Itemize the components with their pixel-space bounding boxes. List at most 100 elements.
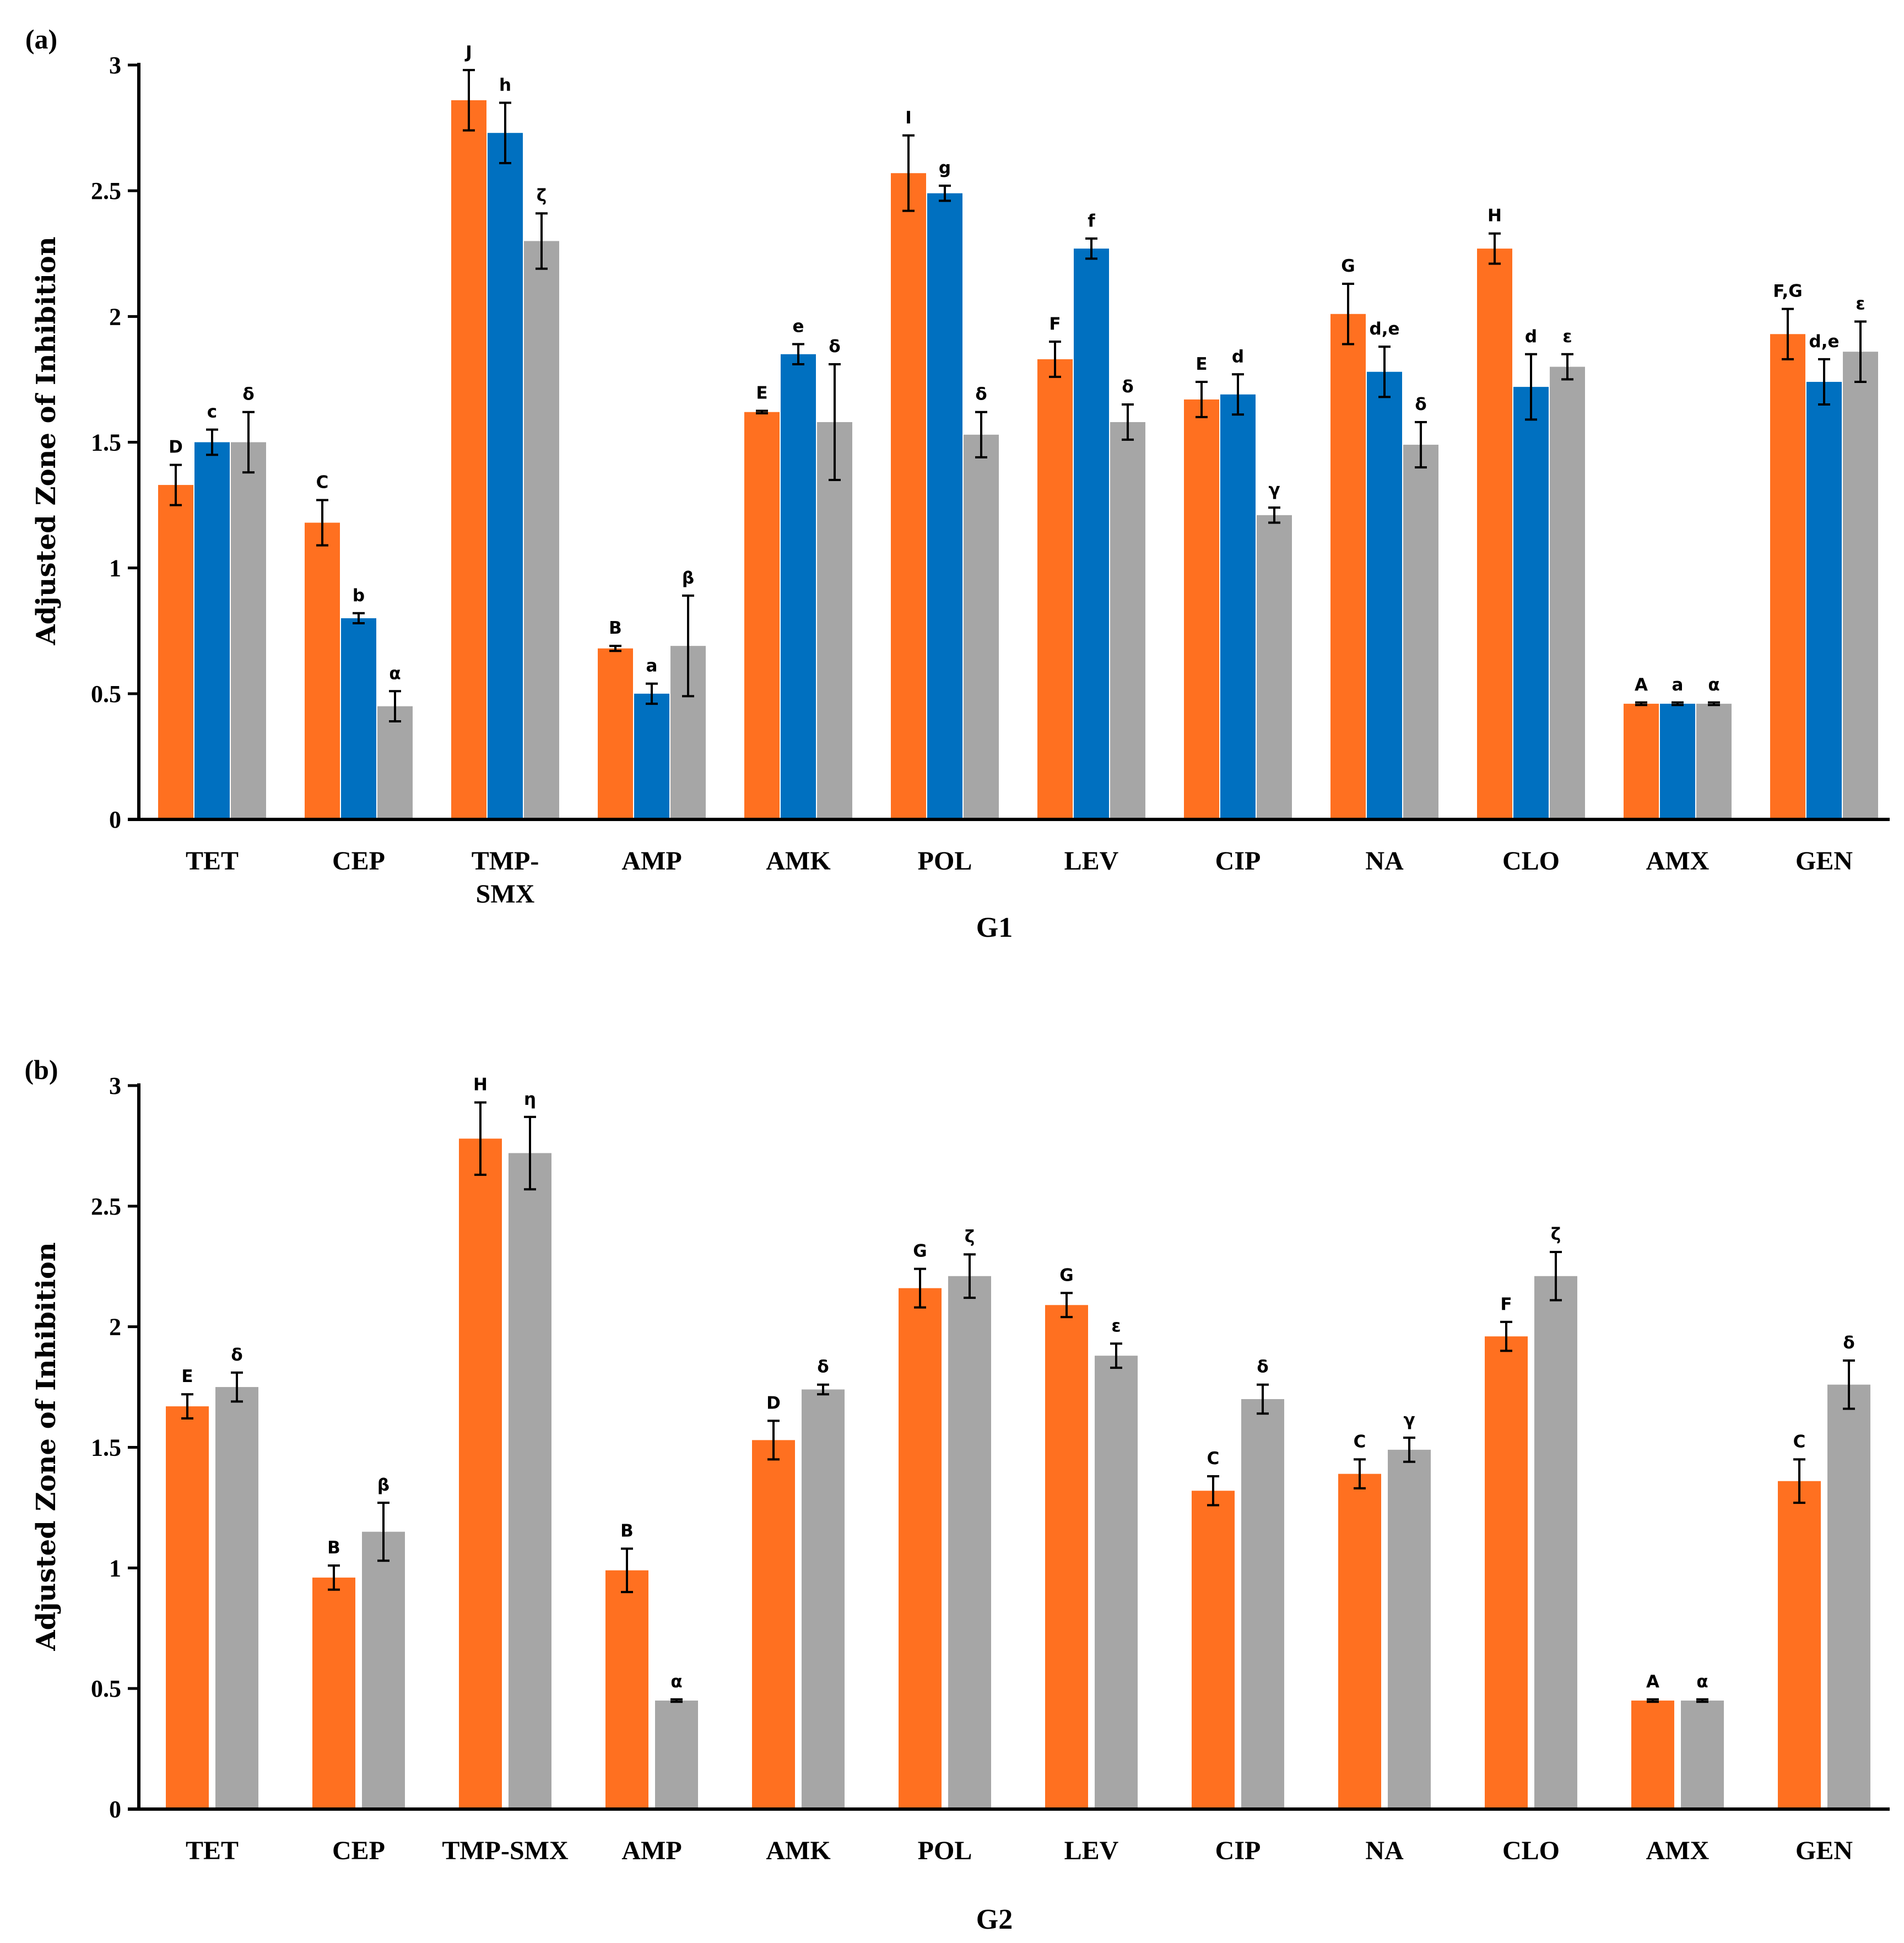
x-category-label: TET (186, 1836, 239, 1865)
significance-label: δ (242, 385, 254, 404)
significance-label: E (181, 1367, 193, 1386)
y-axis-title: Adjusted Zone of Inhibition (31, 1242, 62, 1651)
significance-label: B (609, 618, 622, 638)
bar-series-3-clo (1534, 1276, 1577, 1809)
x-category-label: CLO (1502, 846, 1560, 876)
significance-label: D (169, 438, 183, 457)
x-category-label: POL (918, 846, 972, 876)
y-tick-label: 2 (109, 1314, 121, 1341)
bar-series-3-amk (817, 422, 852, 819)
significance-label: d (1232, 347, 1244, 366)
bar-series-3-lev (1095, 1356, 1138, 1809)
bar-series-1-tet (158, 485, 193, 819)
bar-series-3-pol (964, 434, 999, 819)
significance-label: δ (829, 337, 840, 357)
significance-label: α (389, 663, 401, 683)
bar-series-1-lev (1045, 1305, 1088, 1809)
bar-series-3-tet (215, 1387, 258, 1809)
significance-label: g (939, 158, 951, 178)
bar-series-1-lev (1037, 359, 1073, 819)
y-tick-label: 2.5 (91, 1193, 121, 1220)
chart-panel-a: (a) Adjusted Zone of Inhibition 0 0.5 1 1.5 2 2… (25, 24, 1890, 943)
significance-label: D (766, 1393, 781, 1413)
bar-series-1-clo (1477, 249, 1512, 820)
y-tick-label: 2 (109, 303, 121, 330)
significance-label: α (1696, 1672, 1708, 1692)
x-category-label: CEP (332, 846, 385, 876)
significance-label: β (682, 568, 694, 588)
significance-label: d,e (1370, 319, 1400, 339)
bar-series-1-tet (166, 1406, 209, 1809)
y-tick-label: 3 (109, 52, 121, 79)
bar-series-2-na (1367, 371, 1402, 819)
bar-series-3-cep (377, 706, 413, 819)
bar-series-3-cip (1257, 515, 1292, 819)
x-category-label: CLO (1502, 1836, 1560, 1865)
significance-label: ζ (537, 186, 547, 206)
x-category-label: CEP (332, 1836, 385, 1865)
bar-series-2-gen (1806, 381, 1842, 819)
x-axis-title: G1 (976, 912, 1013, 943)
bar-series-1-cip (1192, 1491, 1235, 1809)
x-axis-title: G2 (976, 1904, 1013, 1935)
bar-series-1-pol (899, 1288, 942, 1809)
significance-label: ε (1111, 1316, 1121, 1336)
bar-series-1-tmp-smx (459, 1138, 502, 1809)
panel-label: (a) (25, 24, 57, 55)
significance-label: γ (1403, 1410, 1415, 1430)
significance-label: A (1635, 675, 1648, 695)
x-category-label: POL (918, 1836, 972, 1865)
significance-label: F (1049, 314, 1061, 334)
significance-label: a (1672, 675, 1684, 695)
x-category-label: AMP (621, 846, 681, 876)
bar-series-1-na (1330, 314, 1366, 819)
x-category-label: AMX (1646, 1836, 1710, 1865)
bar-series-1-amp (605, 1570, 648, 1809)
significance-label: C (1207, 1449, 1220, 1469)
significance-label: F,G (1773, 282, 1802, 301)
significance-label: C (1793, 1432, 1806, 1451)
significance-label: δ (1843, 1333, 1854, 1353)
significance-label: α (1708, 675, 1719, 695)
bar-series-2-cep (341, 618, 376, 819)
bar-series-1-amx (1631, 1701, 1674, 1809)
bar-series-2-cip (1220, 394, 1256, 819)
significance-label: E (756, 383, 767, 403)
significance-label: G (913, 1242, 927, 1261)
y-tick-label: 0.5 (91, 1675, 121, 1702)
bar-series-3-gen (1827, 1384, 1870, 1809)
significance-label: E (1196, 354, 1207, 374)
significance-label: G (1059, 1265, 1073, 1285)
x-category-label: AMK (766, 846, 830, 876)
y-tick-label: 1 (109, 555, 121, 582)
panel-label: (b) (24, 1054, 58, 1085)
significance-label: B (620, 1521, 634, 1541)
significance-label: f (1088, 211, 1095, 231)
significance-label: F (1500, 1294, 1512, 1314)
significance-label: c (207, 402, 217, 422)
bar-series-2-tet (194, 442, 230, 819)
bar-series-1-gen (1778, 1481, 1821, 1809)
y-tick-label: 0 (109, 1796, 121, 1823)
significance-label: A (1646, 1672, 1659, 1692)
chart-panel-b: (b) Adjusted Zone of Inhibition 0 0.5 1 1.5 2 2… (24, 1054, 1890, 1935)
x-category-label: GEN (1795, 846, 1853, 876)
y-tick-label: 1.5 (91, 429, 121, 456)
x-category-label: GEN (1795, 1836, 1853, 1865)
bar-series-3-gen (1843, 352, 1878, 819)
significance-label: C (1354, 1432, 1366, 1451)
bar-series-3-na (1388, 1449, 1431, 1809)
x-category-label: TMP-SMX (442, 1836, 569, 1865)
bar-series-3-cip (1241, 1399, 1284, 1809)
significance-label: d (1525, 327, 1537, 347)
significance-label: α (670, 1672, 682, 1692)
bar-series-3-amk (802, 1389, 845, 1809)
bar-series-3-tet (231, 442, 266, 819)
bar-series-3-lev (1110, 422, 1145, 819)
y-tick-label: 1 (109, 1555, 121, 1582)
significance-label: a (646, 656, 658, 676)
bar-series-3-tmp-smx (509, 1153, 551, 1809)
bar-series-1-tmp-smx (451, 100, 486, 819)
significance-label: δ (1415, 395, 1426, 414)
